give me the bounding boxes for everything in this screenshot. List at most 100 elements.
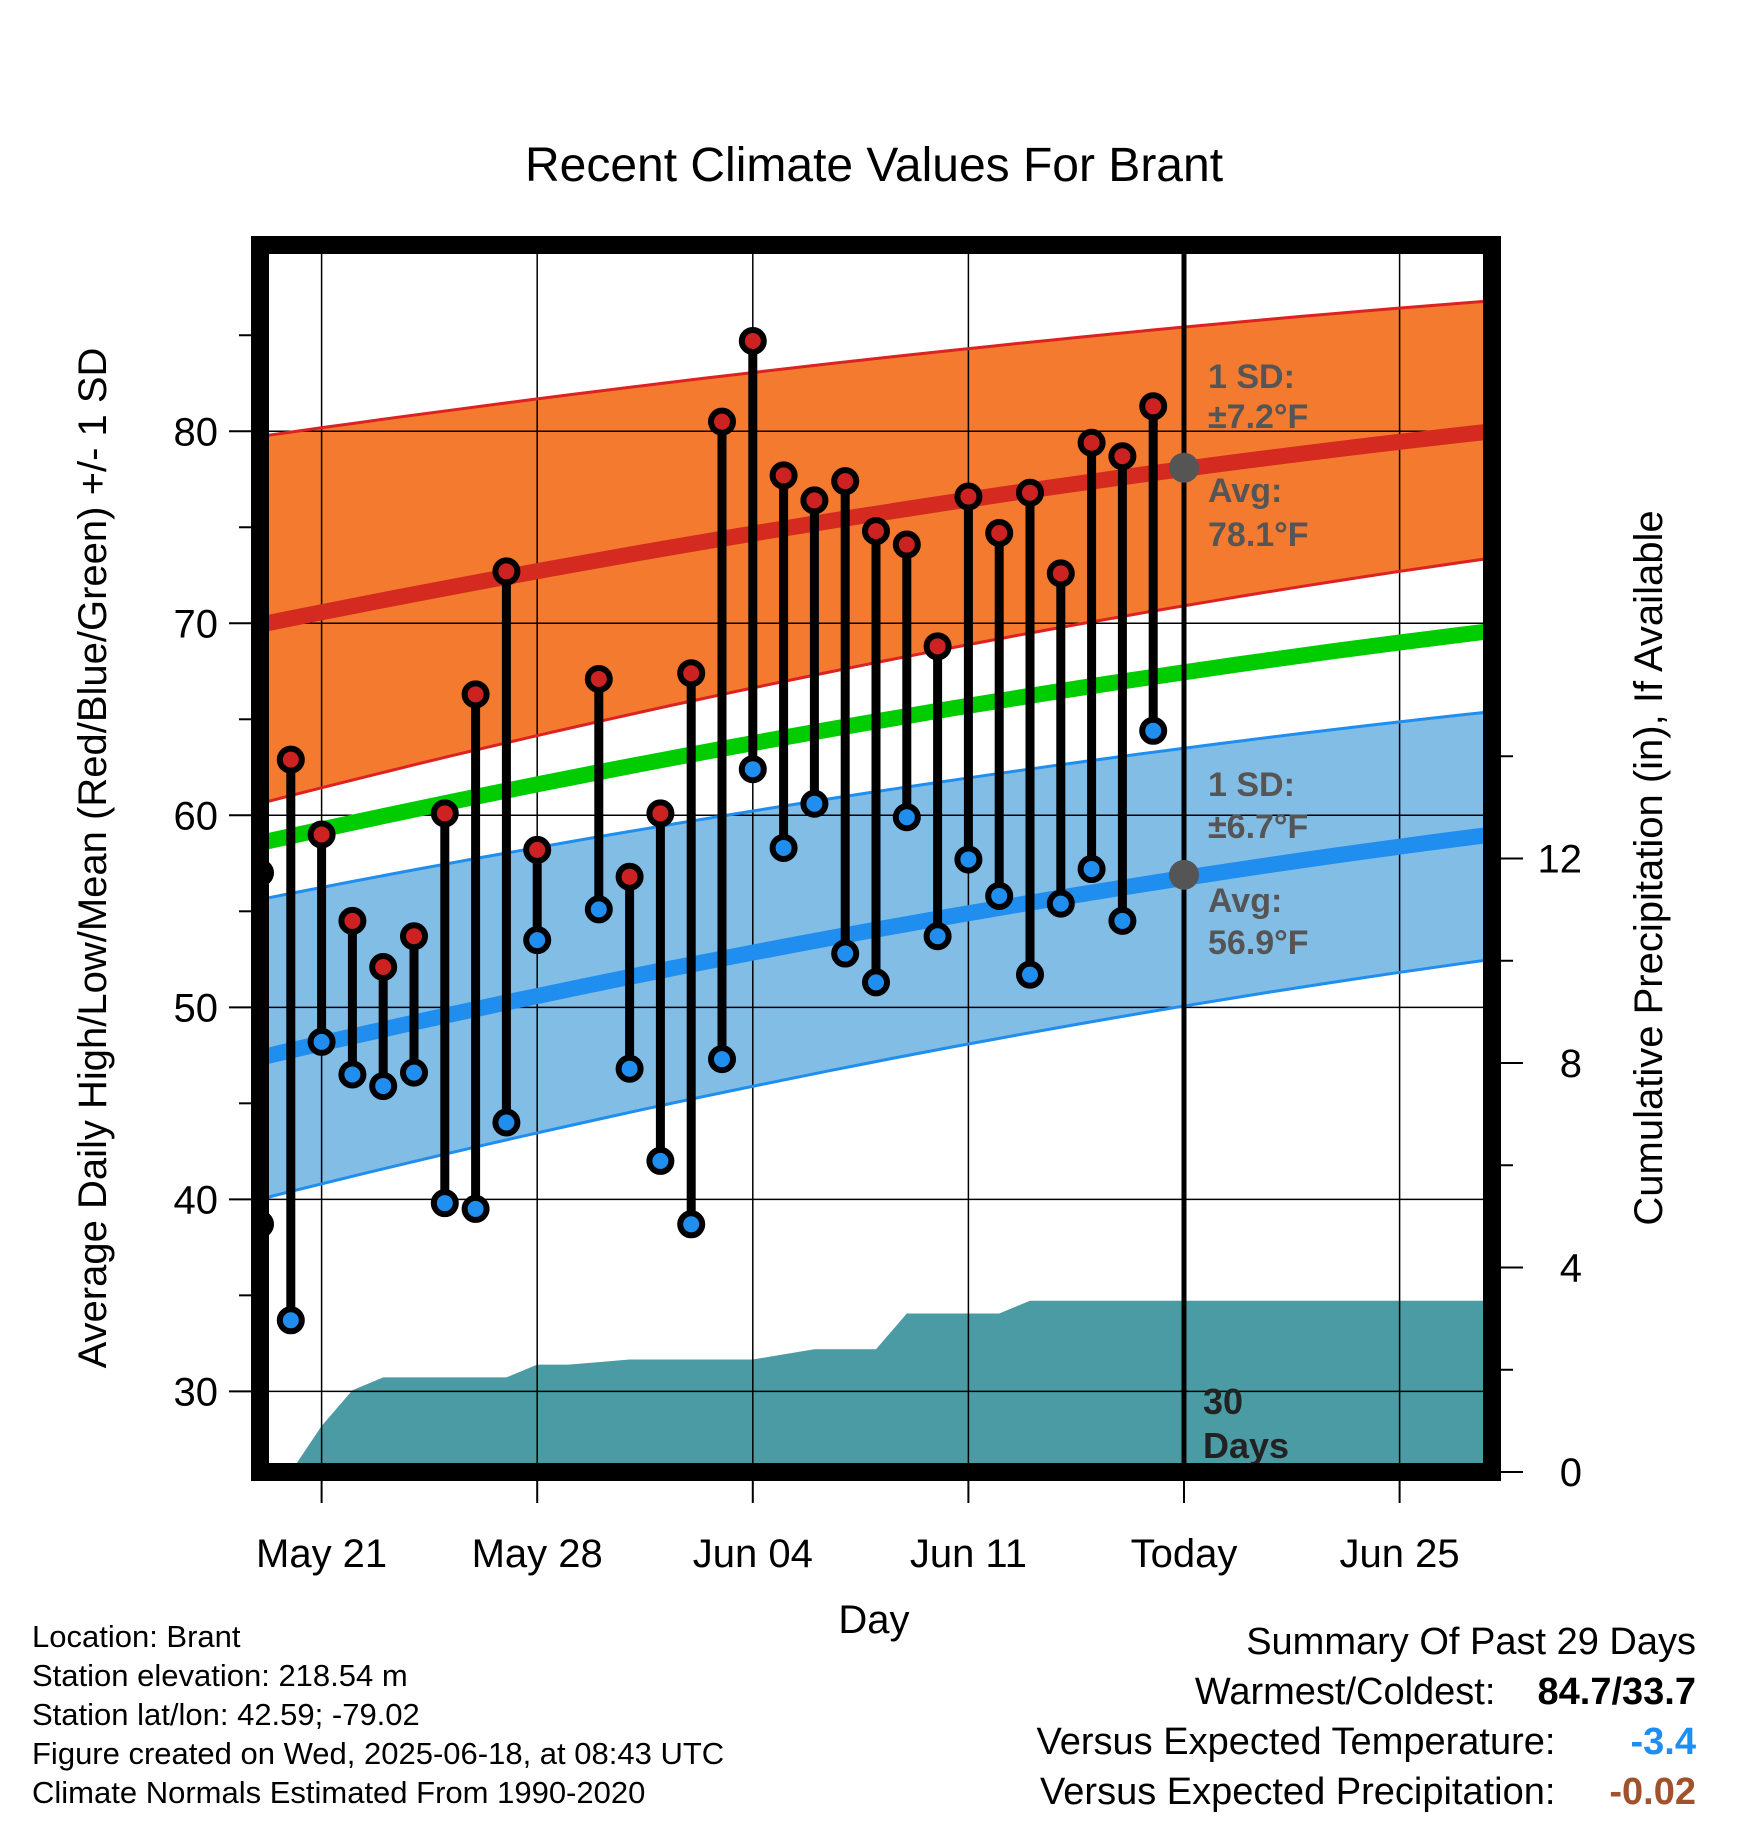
daily-high-dot [615,862,644,891]
y-tick-label: 30 [174,1370,219,1414]
days-word: Days [1203,1425,1289,1466]
average-low-line [260,826,1492,1066]
daily-high-dot [800,486,829,515]
y-tick-label: 80 [174,410,219,454]
high-sd-value: ±7.2°F [1208,398,1308,436]
y-tick-label: 70 [174,602,219,646]
x-axis-title: Day [838,1598,909,1642]
daily-high-dot [369,952,398,981]
daily-high-dot [923,632,952,661]
x-tick-label: May 28 [472,1532,603,1576]
average-high-line [260,423,1492,633]
cumulative-precipitation-area [290,1300,1492,1472]
today-avg-high-dot [1169,452,1199,483]
daily-low-dot [923,922,952,951]
high-sd-label: 1 SD: [1208,358,1295,396]
warm-cold-value: 84.7/33.7 [1537,1671,1696,1713]
low-avg-value: 56.9°F [1208,924,1309,962]
y2-tick-label: 0 [1560,1451,1582,1495]
x-tick-label: Jun 04 [693,1532,813,1576]
daily-high-dot [862,517,890,546]
low-band-lower-edge [260,957,1492,1201]
y2-axis-title: Cumulative Precipitation (in), If Availa… [1627,510,1671,1225]
daily-low-dot [276,1306,305,1335]
low-sd-label: 1 SD: [1208,766,1295,804]
y-axis-title: Average Daily High/Low/Mean (Red/Blue/Gr… [71,348,115,1369]
daily-high-dot [769,461,798,490]
summary-precip: Versus Expected Precipitation: -0.02 [1037,1767,1696,1817]
daily-low-dot [708,1045,736,1074]
daily-high-dot [677,659,706,688]
daily-high-dot [831,467,860,496]
daily-low-dot [1077,855,1106,884]
daily-high-dot [492,557,521,586]
daily-dots [260,327,1168,1335]
daily-low-dot [1139,716,1168,745]
today-avg-low-dot [1169,859,1199,890]
daily-low-dot [954,845,983,874]
daily-range-bars [260,341,1158,1321]
daily-high-dot [738,327,767,356]
daily-high-dot [307,820,336,849]
daily-low-dot [800,789,829,818]
daily-low-dot [430,1189,459,1218]
daily-low-dot [400,1058,428,1087]
x-tick-label: May 21 [256,1532,387,1576]
low-sd-value: ±6.7°F [1208,808,1308,846]
daily-low-dot [831,939,860,968]
temp-value: -3.4 [1630,1721,1696,1763]
daily-high-dot [1108,442,1137,471]
days-number: 30 [1203,1381,1243,1422]
info-elevation: Station elevation: 218.54 m [32,1658,408,1693]
plot-frame [251,236,1501,1481]
daily-high-dot [461,680,490,709]
info-created: Figure created on Wed, 2025-06-18, at 08… [32,1736,725,1771]
daily-low-dot [677,1210,706,1239]
precip-value: -0.02 [1609,1771,1696,1813]
daily-low-dot [492,1108,521,1137]
high-band-lower-edge [260,556,1492,806]
daily-high-dot [1139,392,1168,421]
daily-high-dot [1046,559,1075,588]
daily-low-dot [584,895,613,924]
daily-high-dot [400,922,428,951]
y2-tick-label: 8 [1560,1042,1582,1086]
daily-low-dot [862,968,890,997]
x-tick-label: Jun 11 [910,1532,1027,1576]
left-axis-ticks: 30 40 50 60 70 80 [174,334,251,1414]
daily-low-dot [1046,889,1075,918]
daily-low-dot [769,833,798,862]
summary-title: Summary Of Past 29 Days [1246,1621,1696,1663]
daily-low-dot [461,1194,490,1223]
summary-warm-cold: Warmest/Coldest: 84.7/33.7 [1037,1667,1696,1717]
daily-low-dot [646,1146,675,1175]
daily-high-dot [985,519,1014,548]
y2-tick-label: 4 [1560,1247,1582,1291]
daily-high-dot [1016,478,1044,507]
daily-high-dot [523,835,552,864]
bottom-axis-ticks: May 21 May 28 Jun 04 Jun 11 Today Jun 25 [256,1481,1460,1576]
daily-low-dot [1016,960,1044,989]
daily-high-dot [584,664,613,693]
daily-low-dot [369,1072,398,1101]
precip-label: Versus Expected Precipitation: [1040,1771,1556,1813]
low-band-upper-edge [260,710,1492,901]
info-latlon: Station lat/lon: 42.59; -79.02 [32,1697,420,1732]
y-tick-label: 60 [174,794,219,838]
daily-high-dot [892,530,921,559]
x-tick-label: Today [1131,1532,1238,1576]
y-tick-label: 50 [174,986,219,1030]
info-location: Location: Brant [32,1619,241,1654]
daily-high-dot [708,407,736,436]
high-band-upper-edge [260,299,1492,438]
temp-label: Versus Expected Temperature: [1036,1721,1556,1763]
daily-low-dot [738,755,767,784]
high-avg-label: Avg: [1208,472,1282,510]
x-tick-label: Jun 25 [1340,1532,1460,1576]
summary-temp: Versus Expected Temperature: -3.4 [1037,1717,1696,1767]
summary-panel: Summary Of Past 29 Days Warmest/Coldest:… [1037,1617,1696,1817]
low-avg-label: Avg: [1208,882,1282,920]
daily-low-dot [307,1027,336,1056]
daily-low-dot [1108,906,1137,935]
